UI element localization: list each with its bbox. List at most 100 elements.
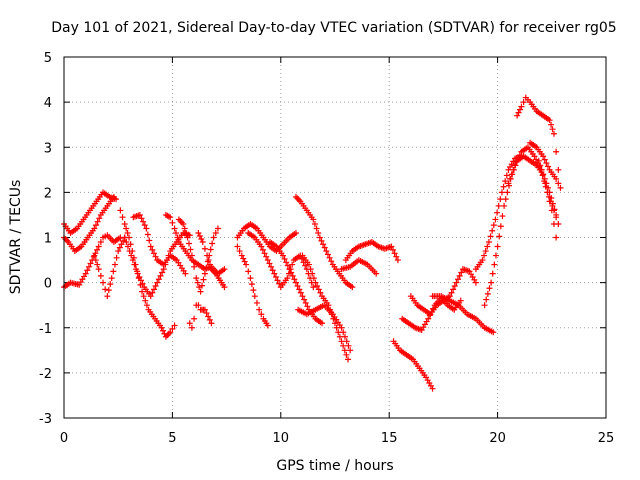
data-point [318, 237, 325, 244]
data-point [317, 289, 324, 296]
series-sat-a [61, 189, 120, 236]
data-point [139, 280, 146, 287]
data-point [553, 148, 560, 155]
data-point [209, 240, 216, 247]
data-points [61, 94, 564, 392]
data-point [184, 234, 191, 241]
data-point [91, 225, 98, 232]
data-point [191, 315, 198, 322]
data-point [297, 289, 304, 296]
data-point [147, 293, 154, 300]
data-point [553, 234, 560, 241]
y-tick-label: 3 [44, 141, 52, 156]
data-point [186, 240, 193, 247]
data-point [126, 248, 133, 255]
x-tick-label: 5 [168, 431, 176, 446]
data-point [171, 322, 178, 329]
data-point [206, 261, 213, 268]
data-point [129, 257, 136, 264]
data-point [181, 225, 188, 232]
data-point [284, 275, 291, 282]
x-tick-label: 20 [489, 431, 506, 446]
data-point [294, 283, 301, 290]
data-point [321, 244, 328, 251]
data-point [296, 286, 303, 293]
data-point [491, 261, 498, 268]
data-point [94, 218, 101, 225]
data-point [391, 250, 398, 257]
data-point [268, 263, 275, 270]
data-point [236, 248, 243, 255]
data-point [553, 175, 560, 182]
data-point [198, 236, 205, 243]
data-point [315, 286, 322, 293]
data-point [501, 202, 508, 209]
data-point [243, 261, 250, 268]
data-point [159, 269, 166, 276]
data-point [486, 285, 493, 292]
data-point [199, 239, 206, 246]
data-point [94, 246, 101, 253]
data-point [487, 233, 494, 240]
series-sat-x [429, 293, 497, 336]
data-point [311, 220, 318, 227]
data-point [289, 261, 296, 268]
data-point [500, 183, 507, 190]
x-axis-label: GPS time / hours [276, 458, 393, 474]
grid [64, 57, 606, 418]
data-point [489, 227, 496, 234]
data-point [140, 293, 147, 300]
data-point [540, 153, 547, 160]
data-point [497, 223, 504, 230]
data-point [137, 277, 144, 284]
data-point [206, 316, 213, 323]
y-tick-label: 1 [44, 232, 52, 247]
data-point [510, 166, 517, 173]
data-point [389, 246, 396, 253]
data-point [394, 257, 401, 264]
data-point [483, 296, 490, 303]
data-point [160, 327, 167, 334]
data-point [149, 289, 156, 296]
data-point [241, 258, 248, 265]
data-point [544, 189, 551, 196]
data-point [546, 117, 553, 124]
data-point [533, 156, 540, 163]
series-sat-aa [514, 94, 562, 173]
data-point [292, 229, 299, 236]
data-point [97, 239, 104, 246]
data-point [504, 189, 511, 196]
data-point [555, 180, 562, 187]
data-point [266, 260, 273, 267]
data-point [538, 166, 545, 173]
data-point [104, 293, 111, 300]
data-point [291, 276, 298, 283]
series-sat-w [407, 266, 479, 318]
series-sat-s [342, 239, 401, 264]
data-point [301, 296, 308, 303]
data-point [245, 268, 252, 275]
data-point [167, 214, 174, 221]
series-sat-d [91, 234, 128, 300]
data-point [548, 121, 555, 128]
data-point [328, 258, 335, 265]
data-point [341, 347, 348, 354]
data-point [116, 244, 123, 251]
data-point [136, 273, 143, 280]
series-sat-c [61, 232, 124, 291]
data-point [264, 257, 271, 264]
data-point [548, 207, 555, 214]
data-point [494, 209, 501, 216]
series-sat-i [175, 216, 221, 295]
data-point [310, 275, 317, 282]
series-sat-n [245, 229, 317, 291]
data-point [248, 281, 255, 288]
data-point [187, 246, 194, 253]
data-point [320, 241, 327, 248]
data-point [117, 207, 124, 214]
data-point [96, 215, 103, 222]
data-point [115, 248, 122, 255]
data-point [516, 152, 523, 159]
data-point [196, 232, 203, 239]
data-point [494, 243, 501, 250]
